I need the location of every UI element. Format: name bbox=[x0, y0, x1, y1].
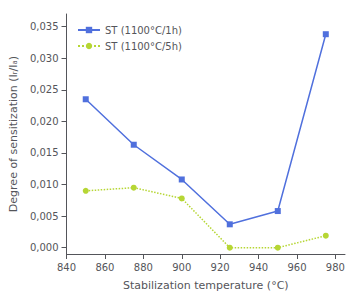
svg-text:ST (1100°C/5h): ST (1100°C/5h) bbox=[105, 41, 182, 52]
svg-text:900: 900 bbox=[172, 262, 191, 273]
svg-text:0,035: 0,035 bbox=[30, 21, 59, 32]
svg-text:ST (1100°C/1h): ST (1100°C/1h) bbox=[105, 25, 182, 36]
svg-text:980: 980 bbox=[326, 262, 345, 273]
svg-text:880: 880 bbox=[134, 262, 153, 273]
svg-text:Degree of sensitization (Iᵣ/Iₐ: Degree of sensitization (Iᵣ/Iₐ) bbox=[7, 56, 20, 212]
svg-text:860: 860 bbox=[95, 262, 114, 273]
svg-text:0,020: 0,020 bbox=[30, 116, 59, 127]
svg-text:840: 840 bbox=[57, 262, 76, 273]
svg-text:0,000: 0,000 bbox=[30, 242, 59, 253]
svg-text:920: 920 bbox=[211, 262, 230, 273]
svg-text:0,030: 0,030 bbox=[30, 53, 59, 64]
svg-text:960: 960 bbox=[287, 262, 306, 273]
svg-text:940: 940 bbox=[249, 262, 268, 273]
svg-text:Stabilization temperature (°C): Stabilization temperature (°C) bbox=[123, 279, 289, 292]
svg-text:0,005: 0,005 bbox=[30, 211, 59, 222]
svg-text:0,010: 0,010 bbox=[30, 179, 59, 190]
svg-text:0,025: 0,025 bbox=[30, 84, 59, 95]
svg-text:0,015: 0,015 bbox=[30, 147, 59, 158]
